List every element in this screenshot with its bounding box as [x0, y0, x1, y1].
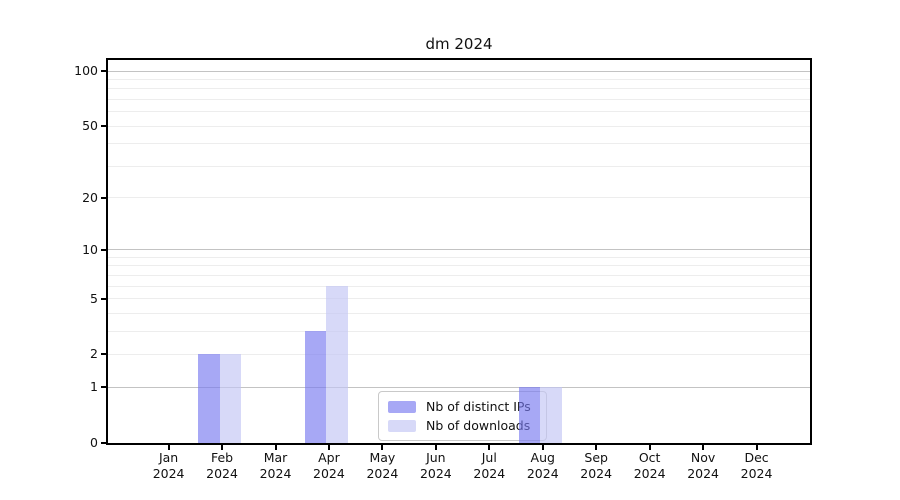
x-tick-label: Jul 2024 — [459, 450, 519, 482]
x-axis-tick — [381, 445, 384, 450]
x-tick-label: May 2024 — [352, 450, 412, 482]
x-tick-label: Jan 2024 — [139, 450, 199, 482]
x-tick-label-month: Feb — [210, 450, 234, 465]
x-tick-label: Dec 2024 — [727, 450, 787, 482]
chart-title: dm 2024 — [425, 35, 493, 53]
y-minor-gridline — [108, 285, 810, 287]
bar-nb-of-downloads-feb — [219, 354, 242, 443]
y-minor-gridline — [108, 298, 810, 300]
x-axis-tick — [274, 445, 277, 450]
legend-swatch-distinct-ips-icon — [388, 400, 416, 413]
bar-nb-of-distinct-ips-feb — [198, 354, 220, 443]
y-tick-label: 20 — [82, 189, 98, 205]
x-tick-label-month: Jan — [158, 450, 179, 465]
x-tick-label-month: Sep — [584, 450, 608, 465]
x-axis-tick — [755, 445, 758, 450]
x-tick-label-year: 2024 — [419, 466, 452, 481]
y-tick-label: 1 — [90, 379, 98, 395]
bar-nb-of-downloads-aug — [540, 387, 562, 443]
y-minor-gridline — [108, 165, 810, 167]
y-tick-label: 10 — [82, 241, 98, 257]
y-tick-label: 0 — [90, 435, 98, 450]
x-tick-label-year: 2024 — [366, 466, 399, 481]
y-minor-gridline — [108, 111, 810, 113]
x-tick-label-month: Mar — [263, 450, 288, 465]
y-minor-gridline — [108, 143, 810, 145]
x-axis-tick — [488, 445, 491, 450]
x-axis-tick — [167, 445, 170, 450]
x-tick-label-year: 2024 — [259, 466, 292, 481]
x-tick-label-year: 2024 — [633, 466, 666, 481]
legend-item-downloads: Nb of downloads — [388, 416, 538, 435]
y-minor-gridline — [108, 353, 810, 355]
x-tick-label-year: 2024 — [152, 466, 185, 481]
x-tick-label-month: Aug — [530, 450, 555, 465]
y-tick-label: 5 — [90, 290, 98, 306]
bar-nb-of-distinct-ips-apr — [304, 331, 327, 443]
x-tick-label: Aug 2024 — [513, 450, 573, 482]
x-axis-tick — [327, 445, 330, 450]
y-axis-tick — [101, 386, 106, 389]
x-tick-label: Feb 2024 — [192, 450, 252, 482]
x-tick-label-month: Oct — [638, 450, 661, 465]
y-major-gridline — [108, 386, 810, 388]
x-tick-label-month: Apr — [318, 450, 340, 465]
x-tick-label-month: Jun — [426, 450, 446, 465]
y-axis-tick — [101, 353, 106, 356]
x-tick-label-month: May — [369, 450, 396, 465]
legend-item-distinct-ips: Nb of distinct IPs — [388, 397, 538, 416]
y-axis-tick — [101, 70, 106, 73]
y-axis-tick — [101, 196, 106, 199]
x-tick-label-month: Jul — [481, 450, 497, 465]
x-tick-label: Nov 2024 — [673, 450, 733, 482]
x-tick-label: Oct 2024 — [620, 450, 680, 482]
y-tick-label: 50 — [82, 118, 98, 134]
y-minor-gridline — [108, 125, 810, 127]
y-minor-gridline — [108, 274, 810, 276]
x-tick-label-year: 2024 — [740, 466, 773, 481]
y-minor-gridline — [108, 88, 810, 90]
y-minor-gridline — [108, 99, 810, 101]
y-axis-tick — [101, 248, 106, 251]
legend-label-downloads: Nb of downloads — [426, 418, 531, 433]
x-tick-label-year: 2024 — [313, 466, 345, 481]
x-axis-tick — [434, 445, 437, 450]
y-axis-tick — [101, 297, 106, 300]
plot-area: Nb of distinct IPs Nb of downloads — [106, 58, 812, 445]
x-axis-tick — [221, 445, 224, 450]
x-axis-tick — [702, 445, 705, 450]
x-tick-label-year: 2024 — [687, 466, 719, 481]
y-axis-tick — [101, 442, 106, 444]
x-tick-label: Apr 2024 — [299, 450, 359, 482]
x-tick-label-year: 2024 — [526, 466, 559, 481]
y-minor-gridline — [108, 197, 810, 199]
x-tick-label: Sep 2024 — [566, 450, 626, 482]
y-minor-gridline — [108, 330, 810, 332]
x-axis-tick — [595, 445, 598, 450]
x-tick-label-month: Nov — [690, 450, 716, 465]
y-tick-label: 2 — [90, 346, 98, 362]
x-tick-label: Jun 2024 — [406, 450, 466, 482]
x-axis-tick — [648, 445, 651, 450]
y-minor-gridline — [108, 79, 810, 81]
y-major-gridline — [108, 70, 810, 72]
y-axis-tick — [101, 125, 106, 128]
y-minor-gridline — [108, 265, 810, 267]
bar-nb-of-distinct-ips-aug — [518, 387, 541, 443]
x-tick-label-year: 2024 — [580, 466, 613, 481]
y-major-gridline — [108, 249, 810, 251]
x-tick-label: Mar 2024 — [246, 450, 306, 482]
y-tick-label: 100 — [74, 63, 98, 79]
y-minor-gridline — [108, 312, 810, 314]
y-minor-gridline — [108, 256, 810, 258]
x-axis-tick — [541, 445, 544, 450]
bar-nb-of-downloads-apr — [326, 286, 348, 443]
x-tick-label-month: Dec — [744, 450, 769, 465]
x-tick-label-year: 2024 — [473, 466, 506, 481]
x-tick-label-year: 2024 — [206, 466, 238, 481]
legend-swatch-downloads-icon — [388, 419, 416, 432]
legend-label-distinct-ips: Nb of distinct IPs — [426, 399, 531, 414]
